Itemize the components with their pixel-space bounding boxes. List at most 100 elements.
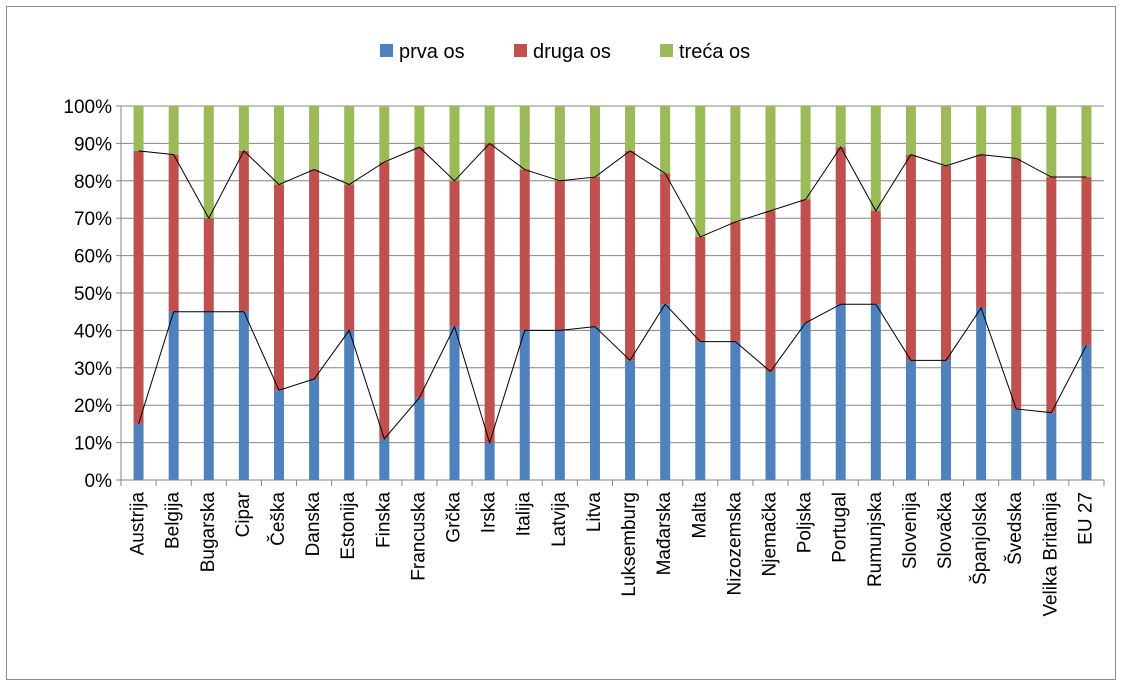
- bar-druga-os-slovacka: [941, 165, 952, 361]
- y-axis-ticks: 0% 10% 20% 30% 40% 50% 60% 70% 80% 90% 100%: [63, 97, 121, 492]
- bar-treca-os-austrija: [133, 106, 144, 151]
- bar-treca-os-malta: [695, 106, 706, 237]
- bar-prva-os-latvija: [554, 330, 565, 480]
- boundary-line-prva-os: [138, 303, 1087, 445]
- bar-prva-os-nizozemska: [730, 341, 741, 480]
- bar-treca-os-njemacka: [765, 106, 776, 211]
- x-tick-label-luksemburg: Luksemburg: [619, 492, 640, 597]
- x-tick-label-velika-britanija: Velika Britanija: [1040, 492, 1061, 617]
- bars: [133, 106, 1092, 480]
- bar-treca-os-eu-27: [1081, 106, 1092, 178]
- bar-druga-os-ma-arska: [660, 173, 671, 305]
- bar-treca-os-ma-arska: [660, 106, 671, 174]
- x-axis-labels: Austrija Belgija Bugarska Cipar Češka Danska E…: [128, 491, 1097, 616]
- x-tick-label-estonija: Estonija: [338, 492, 359, 560]
- bar-treca-os-rumunjska: [870, 106, 881, 211]
- bar-druga-os-malta: [695, 236, 706, 342]
- x-tick-label-austrija: Austrija: [128, 492, 149, 556]
- x-tick-label-rumunjska: Rumunjska: [865, 492, 886, 587]
- bar-prva-os-slovenija: [905, 360, 916, 480]
- bar-prva-os-malta: [695, 341, 706, 480]
- bar-druga-os-litva: [589, 177, 600, 327]
- bar-prva-os-svedska: [1011, 408, 1022, 480]
- x-tick-label-latvija: Latvija: [549, 492, 570, 547]
- x-tick-label-irska: Irska: [479, 492, 500, 534]
- legend-swatch-prva-os: [380, 44, 393, 57]
- bar-druga-os-spanjolska: [976, 154, 987, 308]
- bar-treca-os-bugarska: [203, 106, 214, 219]
- boundary-line-druga-os: [138, 142, 1087, 238]
- bar-prva-os-litva: [589, 326, 600, 480]
- bar-prva-os-danska: [309, 379, 320, 480]
- x-tick-label-ceska: Češka: [267, 492, 289, 546]
- bar-druga-os-poljska: [800, 199, 811, 323]
- x-tick-label-portugal: Portugal: [830, 492, 851, 563]
- y-tick-label: 100%: [63, 97, 112, 118]
- bar-treca-os-estonija: [344, 106, 355, 185]
- bar-prva-os-slovacka: [941, 360, 952, 480]
- bar-prva-os-austrija: [133, 423, 144, 480]
- bar-druga-os-nizozemska: [730, 221, 741, 342]
- bar-treca-os-italija: [519, 106, 530, 170]
- x-tick-label-njemacka: Njemačka: [759, 492, 780, 577]
- bar-prva-os-bugarska: [203, 311, 214, 480]
- y-tick-label: 0%: [85, 471, 113, 492]
- bar-druga-os-luksemburg: [625, 150, 636, 361]
- x-tick-label-poljska: Poljska: [795, 492, 816, 554]
- bar-treca-os-danska: [309, 106, 320, 170]
- bar-druga-os-svedska: [1011, 158, 1022, 409]
- x-tick-label-finska: Finska: [373, 492, 394, 548]
- x-tick-label-svedska: Švedska: [1004, 492, 1026, 565]
- stacked-bar-chart: prva os druga os treća os 0% 10% 20% 30% 40%…: [63, 41, 1105, 617]
- bar-druga-os-njemacka: [765, 210, 776, 372]
- bar-treca-os-svedska: [1011, 106, 1022, 159]
- legend-swatch-druga-os: [514, 44, 527, 57]
- legend-swatch-treca-os: [660, 44, 673, 57]
- x-tick-label-ma-arska: Mađarska: [654, 492, 675, 576]
- bar-prva-os-spanjolska: [976, 307, 987, 480]
- bar-druga-os-portugal: [835, 147, 846, 305]
- bar-druga-os-italija: [519, 169, 530, 331]
- bar-treca-os-latvija: [554, 106, 565, 181]
- y-tick-label: 10%: [74, 434, 112, 455]
- bar-druga-os-cipar: [238, 150, 249, 312]
- bar-treca-os-velika-britanija: [1046, 106, 1057, 178]
- bar-druga-os-eu-27: [1081, 177, 1092, 346]
- bar-druga-os-ceska: [273, 184, 284, 391]
- bar-prva-os-eu-27: [1081, 345, 1092, 480]
- x-tick-label-cipar: Cipar: [233, 491, 254, 537]
- bar-druga-os-bugarska: [203, 218, 214, 312]
- bar-treca-os-grcka: [449, 106, 460, 181]
- bar-treca-os-francuska: [414, 106, 425, 148]
- y-tick-label: 40%: [74, 321, 112, 342]
- x-tick-label-slovenija: Slovenija: [900, 492, 921, 570]
- bar-prva-os-estonija: [344, 330, 355, 480]
- bar-druga-os-austrija: [133, 150, 144, 424]
- x-tick-label-spanjolska: Španjolska: [969, 492, 991, 585]
- bar-prva-os-belgija: [168, 311, 179, 480]
- legend-label-prva-os: prva os: [399, 41, 465, 63]
- bar-treca-os-luksemburg: [625, 106, 636, 151]
- y-tick-label: 30%: [74, 359, 112, 380]
- x-tick-label-italija: Italija: [514, 492, 535, 537]
- bar-druga-os-latvija: [554, 180, 565, 331]
- bar-prva-os-portugal: [835, 304, 846, 480]
- bar-prva-os-rumunjska: [870, 304, 881, 480]
- bar-treca-os-spanjolska: [976, 106, 987, 155]
- bar-prva-os-ceska: [273, 390, 284, 480]
- bar-druga-os-estonija: [344, 184, 355, 331]
- legend-label-treca-os: treća os: [679, 41, 750, 63]
- bar-treca-os-cipar: [238, 106, 249, 151]
- bar-druga-os-grcka: [449, 180, 460, 327]
- x-tick-label-slovacka: Slovačka: [935, 492, 956, 570]
- y-tick-label: 60%: [74, 247, 112, 268]
- bar-treca-os-ceska: [273, 106, 284, 185]
- bar-treca-os-portugal: [835, 106, 846, 148]
- x-tick-label-bugarska: Bugarska: [198, 492, 219, 573]
- bar-treca-os-slovacka: [941, 106, 952, 166]
- x-tick-label-francuska: Francuska: [408, 492, 429, 581]
- gridlines: [120, 105, 1105, 486]
- bar-treca-os-poljska: [800, 106, 811, 200]
- bar-druga-os-finska: [379, 162, 390, 439]
- bar-druga-os-belgija: [168, 154, 179, 312]
